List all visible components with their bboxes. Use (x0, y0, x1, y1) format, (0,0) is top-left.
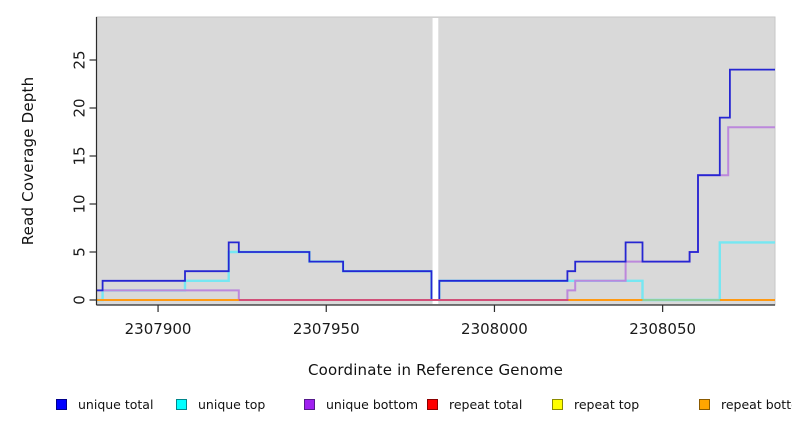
y-axis-title: Read Coverage Depth (19, 76, 37, 246)
svg-text:0: 0 (70, 295, 88, 305)
svg-text:2308000: 2308000 (461, 320, 528, 338)
svg-text:2308050: 2308050 (629, 320, 696, 338)
svg-text:10: 10 (70, 194, 88, 213)
svg-text:25: 25 (70, 50, 88, 69)
svg-text:20: 20 (70, 98, 88, 117)
x-axis-title: Coordinate in Reference Genome (307, 361, 564, 379)
svg-text:15: 15 (70, 146, 88, 165)
svg-text:2307950: 2307950 (293, 320, 360, 338)
svg-text:5: 5 (70, 247, 88, 257)
svg-text:2307900: 2307900 (125, 320, 192, 338)
